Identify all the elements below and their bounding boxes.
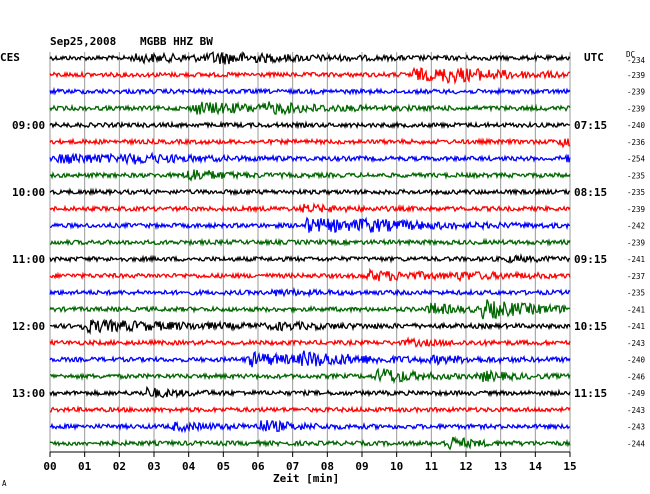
right-time-label: 10:15 [574, 320, 607, 333]
seismic-traces [49, 51, 571, 451]
x-tick-label: 15 [563, 460, 576, 473]
seismic-trace [49, 267, 571, 283]
dc-offset-value: -239 [627, 71, 645, 80]
seismic-trace [49, 187, 571, 197]
left-time-label: 09:00 [12, 119, 45, 132]
seismic-trace [49, 202, 571, 214]
right-time-labels: 07:15 08:15 09:15 10:15 11:15 [574, 119, 607, 400]
seismic-trace [49, 169, 571, 182]
x-tick-label: 03 [147, 460, 160, 473]
dc-offset-value: -246 [627, 372, 646, 381]
dc-offset-value: -239 [627, 104, 645, 113]
dc-header-label: DC [626, 50, 635, 59]
dc-offset-value: -241 [627, 305, 645, 314]
x-tick-label: 04 [182, 460, 196, 473]
dc-offset-value: -241 [627, 255, 645, 264]
dc-offset-value: -235 [627, 188, 645, 197]
seismic-trace [49, 385, 571, 399]
x-tick-label: 14 [529, 460, 543, 473]
date-label: Sep25,2008 [50, 35, 116, 48]
x-tick-label: 02 [113, 460, 126, 473]
x-tick-label: 09 [355, 460, 368, 473]
right-time-label: 11:15 [574, 387, 607, 400]
x-tick-label: 08 [321, 460, 334, 473]
seismic-trace [49, 137, 571, 149]
seismic-trace [49, 86, 571, 97]
dc-offset-value: -254 [627, 155, 646, 164]
seismic-trace [49, 367, 571, 385]
x-tick-label: 05 [217, 460, 230, 473]
right-time-label: 08:15 [574, 186, 607, 199]
seismic-trace [49, 101, 571, 116]
seismic-trace [49, 253, 571, 264]
right-time-label: 09:15 [574, 253, 607, 266]
grid-lines [49, 52, 571, 453]
dc-offset-value: -241 [627, 322, 645, 331]
x-axis-ticks: 00 01 02 03 04 05 06 07 08 09 10 11 12 13 14 15 [43, 452, 577, 473]
x-tick-label: 10 [390, 460, 403, 473]
left-time-labels: 09:00 10:00 11:00 12:00 13:00 [12, 119, 45, 400]
x-axis-label: Zeit [min] [273, 472, 339, 485]
seismic-trace [49, 299, 571, 320]
seismic-trace [49, 336, 571, 348]
x-tick-label: 07 [286, 460, 299, 473]
corner-mark: A [2, 479, 7, 488]
dc-offset-value: -236 [627, 138, 646, 147]
left-time-label: 13:00 [12, 387, 45, 400]
right-timezone-label: UTC [584, 51, 604, 64]
seismic-trace [49, 151, 571, 166]
dc-offset-value: -239 [627, 88, 645, 97]
dc-offset-value: -242 [627, 222, 645, 231]
x-tick-label: 12 [459, 460, 472, 473]
right-time-label: 07:15 [574, 119, 607, 132]
dc-offset-value: -240 [627, 356, 646, 365]
dc-offset-value: -243 [627, 406, 645, 415]
seismic-trace [49, 237, 571, 247]
seismic-trace [49, 120, 571, 130]
left-timezone-label: CES [0, 51, 20, 64]
seismic-trace [49, 350, 571, 368]
seismic-trace [49, 66, 571, 85]
x-tick-label: 00 [43, 460, 56, 473]
dc-offset-value: -243 [627, 423, 645, 432]
seismic-trace [49, 419, 571, 434]
station-label: MGBB HHZ BW [140, 35, 213, 48]
left-time-label: 12:00 [12, 320, 45, 333]
x-tick-label: 01 [78, 460, 92, 473]
x-tick-label: 13 [494, 460, 507, 473]
dc-offset-value: -235 [627, 289, 645, 298]
dc-offset-value: -237 [627, 272, 645, 281]
dc-offset-value: -244 [627, 439, 646, 448]
seismic-trace [49, 405, 571, 415]
dc-offset-value: -249 [627, 389, 645, 398]
dc-offset-value: -234 [627, 56, 646, 65]
dc-offset-value: -239 [627, 238, 645, 247]
seismic-trace [49, 51, 571, 65]
x-tick-label: 06 [251, 460, 265, 473]
dc-offset-value: -239 [627, 205, 645, 214]
dc-offset-value: -235 [627, 171, 645, 180]
left-time-label: 11:00 [12, 253, 45, 266]
seismic-trace [50, 216, 571, 233]
seismic-trace [49, 318, 571, 335]
dc-offset-labels: -234 -239 -239 -239 -240 -236 -254 -235 -235 -239… [627, 56, 646, 448]
left-time-label: 10:00 [12, 186, 45, 199]
x-tick-label: 11 [425, 460, 439, 473]
seismic-trace [49, 435, 571, 451]
seismic-trace [49, 286, 571, 298]
dc-offset-value: -243 [627, 339, 645, 348]
dc-offset-value: -240 [627, 121, 646, 130]
